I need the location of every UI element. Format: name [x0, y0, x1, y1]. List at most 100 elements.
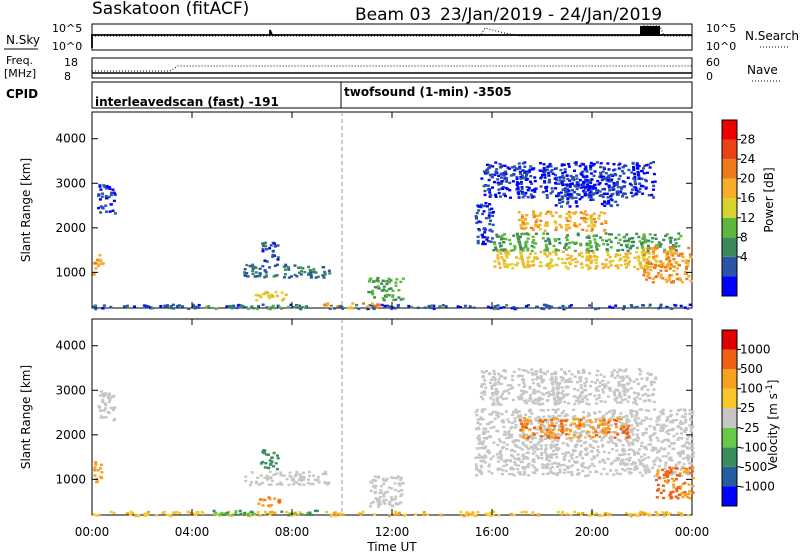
colorbar-swatch	[722, 237, 737, 257]
scatter-cell	[244, 274, 247, 277]
scatter-cell	[684, 420, 688, 424]
scatter-cell	[245, 263, 249, 267]
scatter-cell	[606, 162, 610, 165]
scatter-cell	[584, 394, 588, 398]
scatter-cell	[577, 402, 581, 405]
scatter-cell	[521, 219, 525, 223]
scatter-cell	[626, 434, 630, 437]
scatter-cell	[540, 435, 544, 438]
scatter-cell	[647, 409, 650, 412]
scatter-cell	[691, 452, 695, 455]
scatter-cell	[609, 198, 613, 201]
scatter-cell	[626, 382, 630, 386]
scatter-cell	[265, 260, 269, 263]
scatter-cell	[639, 510, 643, 514]
scatter-cell	[482, 235, 486, 239]
scatter-cell	[525, 173, 528, 177]
scatter-cell	[370, 302, 374, 305]
scatter-cell	[629, 448, 633, 451]
scatter-cell	[496, 415, 500, 419]
scatter-cell	[194, 513, 198, 516]
scatter-cell	[557, 437, 560, 440]
scatter-cell	[393, 488, 397, 492]
scatter-cell	[322, 276, 326, 279]
scatter-cell	[264, 462, 268, 465]
scatter-cell	[274, 244, 278, 248]
scatter-cell	[635, 232, 639, 236]
scatter-cell	[527, 409, 531, 412]
scatter-cell	[151, 307, 155, 310]
scatter-cell	[509, 467, 513, 470]
x-tick-label: 12:00	[375, 525, 410, 539]
scatter-cell	[615, 419, 618, 422]
scatter-cell	[588, 255, 592, 258]
scatter-cell	[603, 429, 607, 432]
scatter-cell	[636, 267, 640, 271]
scatter-cell	[574, 161, 578, 164]
power-y-axis-label: Slant Range [km]	[19, 158, 33, 262]
colorbar-swatch	[722, 408, 737, 428]
scatter-cell	[513, 450, 517, 453]
scatter-cell	[557, 384, 561, 387]
scatter-cell	[283, 276, 286, 279]
scatter-cell	[669, 252, 673, 255]
scatter-cell	[235, 306, 239, 310]
scatter-cell	[639, 370, 643, 373]
scatter-cell	[569, 255, 573, 258]
scatter-cell	[550, 462, 554, 466]
scatter-cell	[551, 444, 555, 447]
scatter-cell	[573, 422, 576, 425]
scatter-cell	[191, 512, 195, 515]
scatter-cell	[519, 177, 523, 180]
scatter-cell	[519, 420, 523, 423]
scatter-cell	[579, 418, 583, 422]
scatter-cell	[555, 452, 558, 456]
scatter-cell	[534, 390, 538, 393]
scatter-cell	[269, 244, 273, 247]
scatter-cell	[301, 471, 305, 474]
scatter-cell	[525, 422, 529, 426]
scatter-cell	[641, 459, 645, 462]
scatter-cell	[664, 464, 668, 467]
scatter-cell	[630, 424, 634, 427]
scatter-cell	[684, 419, 688, 422]
scatter-cell	[575, 473, 579, 476]
scatter-cell	[649, 161, 653, 165]
scatter-cell	[571, 464, 575, 467]
scatter-cell	[255, 307, 259, 311]
scatter-cell	[526, 249, 530, 252]
scatter-cell	[544, 448, 547, 451]
scatter-cell	[687, 492, 691, 496]
scatter-cell	[99, 463, 103, 466]
scatter-cell	[459, 510, 463, 514]
colorbar-tick-label: 16	[740, 191, 755, 205]
scatter-cell	[664, 269, 668, 272]
scatter-cell	[642, 464, 646, 467]
scatter-cell	[637, 177, 641, 180]
scatter-cell	[605, 202, 609, 205]
scatter-cell	[558, 176, 562, 179]
scatter-cell	[679, 512, 683, 515]
scatter-cell	[617, 457, 621, 460]
scatter-cell	[255, 275, 259, 278]
scatter-cell	[557, 182, 561, 185]
scatter-cell	[474, 215, 478, 218]
scatter-cell	[599, 430, 603, 434]
scatter-cell	[653, 463, 656, 466]
scatter-cell	[547, 424, 551, 427]
scatter-cell	[93, 468, 96, 471]
scatter-cell	[669, 263, 673, 266]
scatter-cell	[650, 193, 654, 197]
scatter-cell	[550, 432, 554, 435]
scatter-cell	[493, 417, 497, 420]
scatter-cell	[676, 438, 680, 441]
scatter-cell	[480, 408, 484, 411]
scatter-cell	[538, 398, 542, 401]
scatter-cell	[499, 248, 503, 252]
scatter-cell	[621, 166, 625, 169]
scatter-cell	[373, 513, 376, 516]
scatter-cell	[511, 180, 515, 183]
scatter-cell	[593, 258, 597, 261]
scatter-cell	[382, 493, 386, 496]
scatter-cell	[492, 249, 496, 252]
